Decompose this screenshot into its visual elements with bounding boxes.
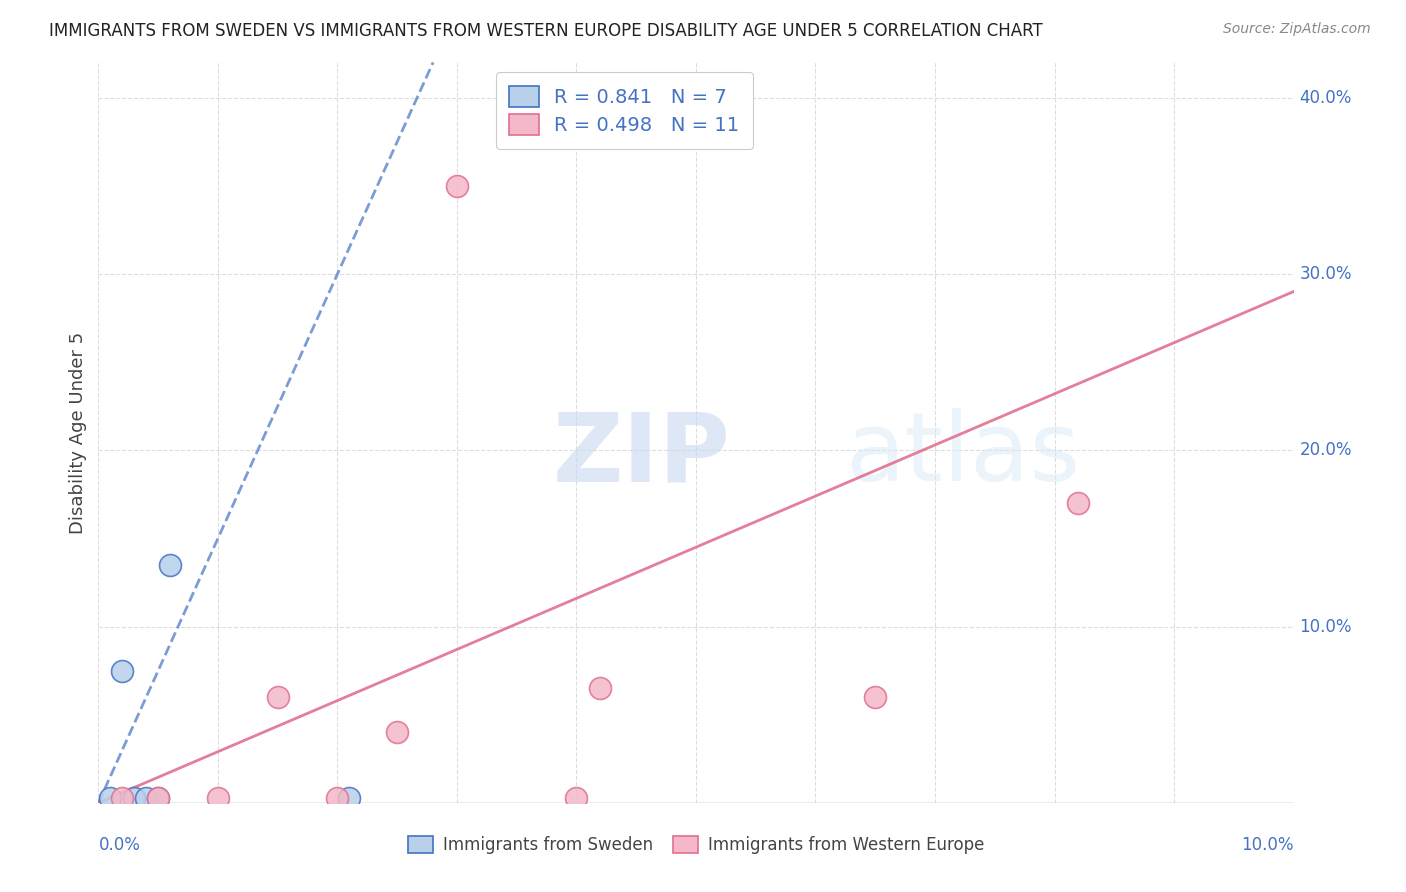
- Text: 0.0%: 0.0%: [98, 836, 141, 855]
- Point: [1067, 496, 1090, 510]
- Point: [446, 178, 468, 193]
- Point: [159, 558, 181, 572]
- Text: atlas: atlas: [845, 409, 1080, 501]
- Text: Source: ZipAtlas.com: Source: ZipAtlas.com: [1223, 22, 1371, 37]
- Point: [207, 790, 229, 805]
- Point: [589, 681, 612, 696]
- Text: 30.0%: 30.0%: [1299, 265, 1353, 283]
- Point: [111, 790, 134, 805]
- Text: 20.0%: 20.0%: [1299, 442, 1353, 459]
- Point: [148, 790, 170, 805]
- Text: 10.0%: 10.0%: [1241, 836, 1294, 855]
- Point: [326, 790, 349, 805]
- Point: [339, 790, 360, 805]
- Point: [135, 790, 157, 805]
- Point: [565, 790, 588, 805]
- Text: IMMIGRANTS FROM SWEDEN VS IMMIGRANTS FROM WESTERN EUROPE DISABILITY AGE UNDER 5 : IMMIGRANTS FROM SWEDEN VS IMMIGRANTS FRO…: [49, 22, 1043, 40]
- Point: [111, 664, 134, 678]
- Text: 40.0%: 40.0%: [1299, 88, 1353, 107]
- Point: [124, 790, 146, 805]
- Point: [865, 690, 887, 704]
- Point: [385, 725, 409, 739]
- Point: [267, 690, 290, 704]
- Text: 10.0%: 10.0%: [1299, 617, 1353, 635]
- Y-axis label: Disability Age Under 5: Disability Age Under 5: [69, 332, 87, 533]
- Point: [98, 790, 122, 805]
- Text: ZIP: ZIP: [553, 409, 731, 501]
- Point: [148, 790, 170, 805]
- Legend: Immigrants from Sweden, Immigrants from Western Europe: Immigrants from Sweden, Immigrants from …: [401, 830, 991, 861]
